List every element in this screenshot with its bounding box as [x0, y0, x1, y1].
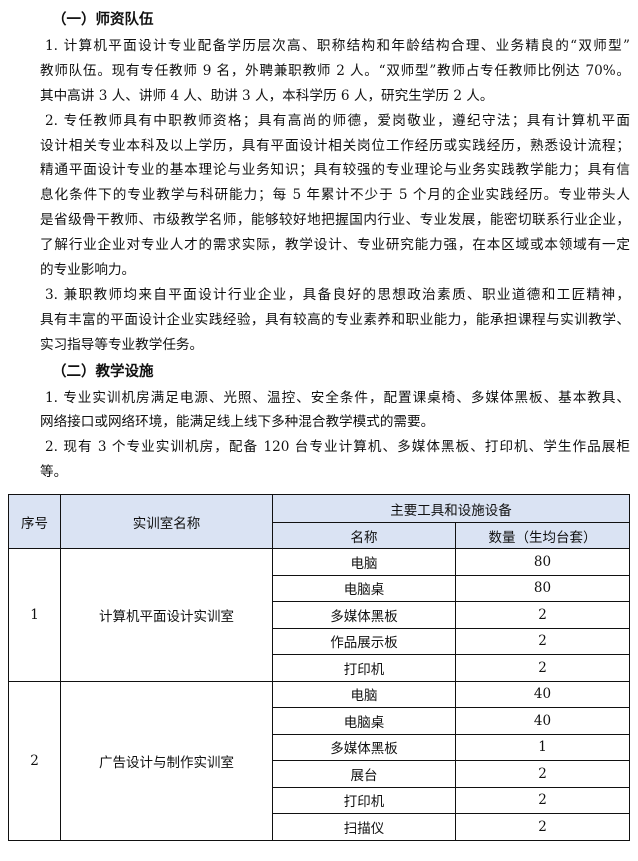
equipment-quantity: 40	[455, 707, 630, 735]
table-row: 多媒体黑板 1	[9, 733, 630, 761]
paragraph-line: 教师队伍。现有专任教师 9 名，外聘兼职教师 2 人。“双师型”教师占专任教师比…	[40, 62, 630, 79]
equipment-name: 电脑桌	[272, 707, 456, 735]
equipment-quantity: 2	[455, 786, 630, 814]
header-equipment-group: 主要工具和设施设备	[272, 494, 630, 523]
equipment-name: 作品展示板	[272, 627, 456, 655]
equipment-quantity: 2	[455, 654, 630, 682]
room-number: 1	[8, 548, 61, 682]
equipment-name: 打印机	[272, 786, 456, 814]
section-heading-faculty: （一）师资队伍	[52, 12, 154, 28]
equipment-quantity: 80	[455, 574, 630, 602]
paragraph-line: 1. 计算机平面设计专业配备学历层次高、职称结构和年龄结构合理、业务精良的“双师…	[45, 38, 630, 54]
paragraph-line: 精通平面设计专业的基本理论与业务知识；具有较强的专业理论与业务实践教学能力；具有…	[40, 162, 630, 179]
section-faculty-paragraphs: 1. 计算机平面设计专业配备学历层次高、职称结构和年龄结构合理、业务精良的“双师…	[40, 34, 630, 358]
equipment-quantity: 2	[455, 601, 630, 629]
equipment-name: 电脑桌	[272, 574, 456, 602]
paragraph: 1. 专业实训机房满足电源、光照、温控、安全条件，配置课桌椅、多媒体黑板、基本教…	[40, 386, 630, 436]
table-row: 1 计算机平面设计实训室 电脑 80	[8, 548, 630, 682]
equipment-name: 多媒体黑板	[272, 733, 456, 761]
room-name: 计算机平面设计实训室	[60, 548, 273, 682]
paragraph-line: 具有丰富的平面设计企业实践经验，具有较高的专业素养和职业能力，能承担课程与实训教…	[40, 311, 630, 328]
paragraph-line: 是省级骨干教师、市级教学名师，能够较好地把握国内行业、专业发展，能密切联系行业企…	[40, 212, 630, 229]
equipment-quantity: 40	[455, 680, 630, 708]
equipment-name: 电脑	[272, 680, 456, 708]
header-item-name: 名称	[272, 522, 456, 549]
equipment-name: 展台	[272, 760, 456, 788]
paragraph-line: 3. 兼职教师均来自平面设计行业企业，具备良好的思想政治素质、职业道德和工匠精神…	[45, 286, 630, 303]
paragraph-line: 1. 专业实训机房满足电源、光照、温控、安全条件，配置课桌椅、多媒体黑板、基本教…	[45, 389, 630, 406]
header-room-name: 实训室名称	[60, 494, 273, 549]
room-name: 广告设计与制作实训室	[60, 680, 273, 841]
paragraph: 2. 专任教师具有中职教师资格；具有高尚的师德，爱岗敬业，遵纪守法；具有计算机平…	[40, 109, 630, 283]
paragraph: 1. 计算机平面设计专业配备学历层次高、职称结构和年龄结构合理、业务精良的“双师…	[40, 34, 630, 109]
training-room-table: 序号 实训室名称 主要工具和设施设备 名称 数量（生均台套） 1 计算机平面设计实…	[8, 494, 630, 841]
paragraph-line: 的专业影响力。	[40, 262, 136, 279]
equipment-quantity: 2	[455, 813, 630, 841]
table-row: 扫描仪 2	[9, 813, 630, 841]
table-row: 电脑桌 80	[9, 574, 630, 602]
table-row: 2 广告设计与制作实训室 电脑 40	[8, 680, 630, 841]
table-row: 打印机 2	[9, 654, 630, 682]
paragraph-line: 网络接口或网络环境，能满足线上线下多种混合教学模式的需要。	[40, 414, 435, 431]
equipment-name: 电脑	[272, 548, 456, 576]
paragraph-line: 等。	[40, 464, 68, 481]
section-heading-facilities: （二）教学设施	[52, 363, 154, 380]
equipment-quantity: 80	[455, 548, 630, 576]
paragraph-line: 实习指导等专业教学任务。	[40, 336, 204, 353]
paragraph-line: 息化条件下的专业教学与科研能力；每 5 年累计不少于 5 个月的企业实践经历。专…	[40, 187, 630, 204]
paragraph-line: 设计相关专业本科及以上学历，具有平面设计相关岗位工作经历或实践经历，熟悉设计流程…	[40, 137, 630, 154]
table-row: 展台 2	[9, 760, 630, 788]
paragraph: 3. 兼职教师均来自平面设计行业企业，具备良好的思想政治素质、职业道德和工匠精神…	[40, 283, 630, 358]
paragraph: 2. 现有 3 个专业实训机房，配备 120 台专业计算机、多媒体黑板、打印机、…	[40, 435, 630, 485]
header-no: 序号	[8, 494, 61, 549]
document-body: （一）师资队伍 1. 计算机平面设计专业配备学历层次高、职称结构和年龄结构合理、…	[40, 6, 630, 486]
paragraph-line: 2. 专任教师具有中职教师资格；具有高尚的师德，爱岗敬业，遵纪守法；具有计算机平…	[45, 112, 630, 129]
table-row: 多媒体黑板 2	[9, 601, 630, 629]
paragraph-line: 2. 现有 3 个专业实训机房，配备 120 台专业计算机、多媒体黑板、打印机、…	[45, 439, 630, 456]
paragraph-line: 了解行业企业对专业人才的需求实际，教学设计、专业研究能力强，在本区域或本领域有一…	[40, 237, 630, 254]
equipment-name: 扫描仪	[272, 813, 456, 841]
equipment-name: 多媒体黑板	[272, 601, 456, 629]
room-number: 2	[8, 680, 61, 841]
section-facilities-paragraphs: 1. 专业实训机房满足电源、光照、温控、安全条件，配置课桌椅、多媒体黑板、基本教…	[40, 386, 630, 486]
table-row: 作品展示板 2	[9, 627, 630, 655]
header-quantity: 数量（生均台套）	[455, 522, 630, 549]
equipment-quantity: 2	[455, 627, 630, 655]
paragraph-line: 其中高讲 3 人、讲师 4 人、助讲 3 人，本科学历 6 人，研究生学历 2 …	[40, 87, 494, 104]
equipment-quantity: 2	[455, 760, 630, 788]
equipment-name: 打印机	[272, 654, 456, 682]
equipment-quantity: 1	[455, 733, 630, 761]
